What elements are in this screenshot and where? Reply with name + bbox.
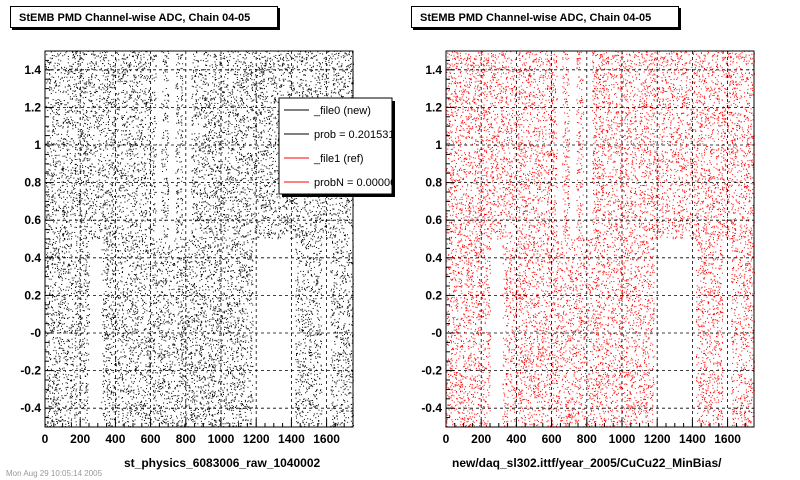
scatter-panel-1: 0 200 400 600 800 1000 1200 1400 1600 -0.4 -0.2 -0 0… (421, 50, 755, 446)
y-tick-label: 0.4 (24, 251, 41, 265)
y-tick-label: 0.8 (425, 176, 442, 190)
x-tick-label: 800 (176, 432, 196, 446)
y-tick-label: 0.2 (425, 288, 442, 302)
x-tick-label: 1400 (278, 432, 305, 446)
legend-entry-label: _file1 (ref) (313, 153, 364, 165)
legend-entry-label: probN = 0.000000 (314, 177, 402, 189)
y-tick-label: 1.4 (425, 63, 442, 77)
y-tick-label: -0 (431, 326, 442, 340)
x-tick-label: 1200 (644, 432, 671, 446)
x-tick-label: 600 (141, 432, 161, 446)
y-tick-label: -0.2 (20, 364, 41, 378)
x-tick-label: 0 (42, 432, 49, 446)
y-tick-label: 0.6 (425, 213, 442, 227)
y-tick-label: 1.2 (425, 100, 442, 114)
y-tick-label: 0.4 (425, 251, 442, 265)
scatter-points (446, 50, 755, 428)
legend: _file0 (new) prob = 0.201531 _file1 (ref) p… (278, 97, 402, 197)
x-tick-label: 1600 (313, 432, 340, 446)
y-tick-label: 1.2 (24, 100, 41, 114)
x-tick-label: 800 (577, 432, 597, 446)
legend-entry-label: _file0 (new) (313, 105, 371, 117)
x-axis-label-right: new/daq_sl302.ittf/year_2005/CuCu22_MinB… (452, 456, 722, 470)
chart-title-left: StEMB PMD Channel-wise ADC, Chain 04-05 (10, 6, 278, 28)
y-tick-label: 0.2 (24, 288, 41, 302)
timestamp-footer: Mon Aug 29 10:05:14 2005 (6, 469, 103, 478)
y-tick-label: 0.8 (24, 176, 41, 190)
chart-title-right: StEMB PMD Channel-wise ADC, Chain 04-05 (411, 6, 679, 28)
y-tick-label: -0.2 (421, 364, 442, 378)
plot-area (446, 51, 754, 427)
legend-box (278, 97, 393, 195)
y-tick-label: -0.4 (421, 401, 442, 415)
x-tick-label: 1000 (208, 432, 235, 446)
x-tick-label: 200 (70, 432, 90, 446)
y-tick-label: -0.4 (20, 401, 41, 415)
y-tick-label: 1.4 (24, 63, 41, 77)
x-tick-label: 1000 (609, 432, 636, 446)
y-tick-label: 1 (34, 138, 41, 152)
x-tick-label: 400 (105, 432, 125, 446)
x-tick-label: 200 (471, 432, 491, 446)
x-tick-label: 1600 (714, 432, 741, 446)
x-tick-label: 600 (542, 432, 562, 446)
x-tick-label: 0 (443, 432, 450, 446)
x-tick-label: 400 (506, 432, 526, 446)
x-axis-label-left: st_physics_6083006_raw_1040002 (124, 456, 321, 470)
y-tick-label: 0.6 (24, 213, 41, 227)
y-tick-label: 1 (435, 138, 442, 152)
y-tick-label: -0 (30, 326, 41, 340)
x-tick-label: 1400 (679, 432, 706, 446)
x-tick-label: 1200 (243, 432, 270, 446)
legend-entry-label: prob = 0.201531 (314, 129, 394, 141)
